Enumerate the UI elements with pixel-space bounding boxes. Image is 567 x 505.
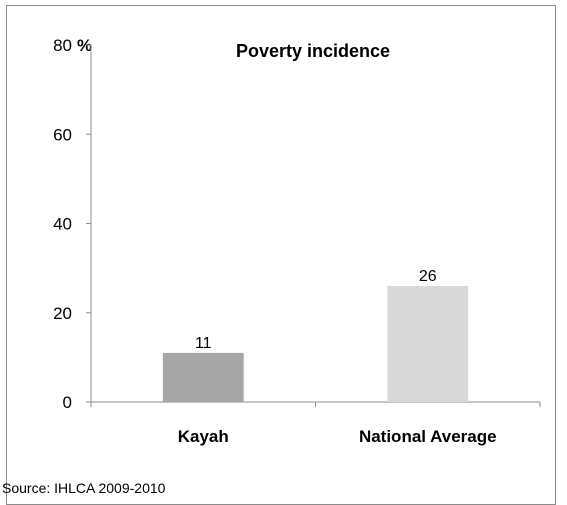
y-tick-label: 20 — [53, 304, 72, 323]
y-tick-label: 40 — [53, 215, 72, 234]
y-tick-label: 80 — [53, 36, 72, 55]
data-label: 26 — [419, 268, 437, 285]
y-axis-unit: % — [77, 36, 92, 55]
y-tick-label: 0 — [63, 393, 72, 412]
source-note: Source: IHLCA 2009-2010 — [2, 480, 166, 496]
y-tick-label: 60 — [53, 125, 72, 144]
data-label: 11 — [195, 335, 212, 352]
category-label: Kayah — [178, 427, 229, 446]
chart-title: Poverty incidence — [236, 41, 390, 61]
bar-kayah — [162, 352, 244, 402]
category-label: National Average — [359, 427, 497, 446]
bar-national-average — [387, 285, 469, 402]
